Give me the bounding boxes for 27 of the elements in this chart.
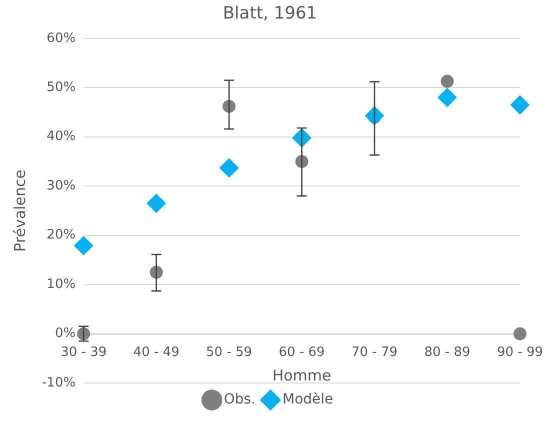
y-tick-label: 60% bbox=[46, 30, 76, 46]
chart-title: Blatt, 1961 bbox=[222, 4, 318, 24]
x-tick-label: 60 - 69 bbox=[278, 344, 325, 360]
y-tick-label: 10% bbox=[46, 276, 76, 292]
x-axis-title: Homme bbox=[272, 366, 332, 384]
y-tick-label: 30% bbox=[46, 178, 76, 194]
legend-label: Modèle bbox=[282, 392, 334, 408]
x-tick-label: 70 - 79 bbox=[351, 344, 398, 360]
y-tick-label: 20% bbox=[46, 228, 76, 243]
y-tick-label: 0% bbox=[54, 326, 76, 342]
point bbox=[74, 236, 94, 256]
point bbox=[510, 95, 530, 114]
y-axis-title: Prévalence bbox=[10, 170, 29, 252]
point bbox=[440, 74, 454, 88]
y-tick-label: 40% bbox=[46, 129, 76, 144]
x-tick-label: 40 - 49 bbox=[133, 344, 180, 360]
x-tick-label: 90 - 99 bbox=[496, 344, 544, 360]
y-tick-label: 50% bbox=[46, 80, 76, 96]
point bbox=[146, 194, 166, 213]
x-tick-label: 30 - 39 bbox=[60, 344, 107, 360]
point bbox=[220, 158, 239, 178]
x-tick-label: 80 - 89 bbox=[424, 344, 470, 360]
point bbox=[513, 327, 526, 340]
y-tick-label: -10% bbox=[42, 375, 76, 390]
legend-label: Obs. bbox=[224, 392, 256, 408]
x-tick-label: 50 - 59 bbox=[206, 344, 252, 360]
point bbox=[438, 88, 457, 107]
